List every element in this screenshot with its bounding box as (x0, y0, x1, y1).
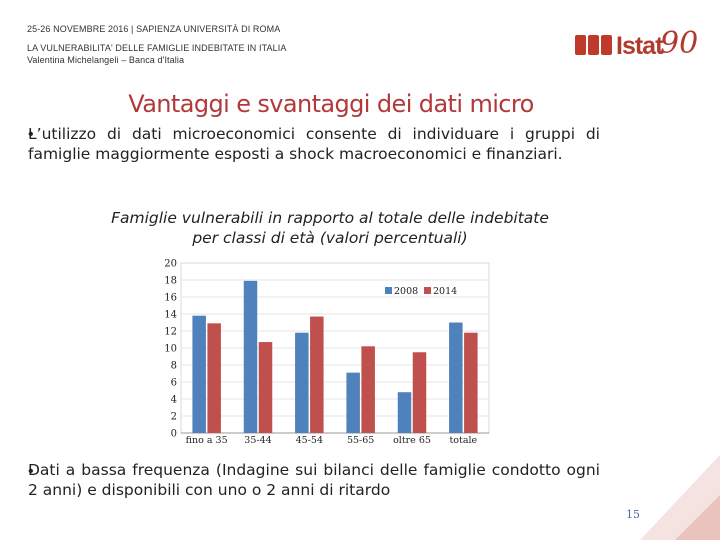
y-tick-label: 10 (164, 344, 177, 355)
x-tick-label: fino a 35 (186, 435, 228, 446)
istat-logo-number: 90 (660, 26, 699, 61)
bullet-dot-icon: • (28, 463, 34, 480)
header-author: Valentina Michelangeli – Banca d'Italia (27, 55, 185, 65)
bar-2014 (258, 342, 273, 433)
bar-2014 (412, 352, 427, 433)
bar-2014 (464, 332, 478, 433)
y-tick-label: 12 (164, 327, 177, 338)
y-tick-label: 6 (171, 378, 177, 389)
x-tick-label: 45-54 (296, 435, 323, 446)
legend-label-2014: 2014 (433, 286, 457, 297)
legend-label-2008: 2008 (394, 286, 418, 297)
x-tick-label: oltre 65 (393, 435, 431, 446)
x-tick-label: 55-65 (347, 435, 374, 446)
istat-logo-square-icon (601, 35, 612, 55)
legend-swatch-2008 (385, 287, 392, 294)
y-tick-label: 2 (171, 412, 177, 423)
legend-swatch-2014 (424, 287, 431, 294)
bar-2008 (192, 315, 206, 433)
istat-logo-word: Istat (616, 32, 663, 60)
y-tick-label: 16 (164, 293, 177, 304)
bar-2008 (449, 322, 463, 433)
page-number: 15 (626, 508, 640, 521)
istat-logo-square-icon (575, 35, 586, 55)
slide-title: Vantaggi e svantaggi dei dati micro (128, 90, 534, 118)
bar-2014 (207, 323, 221, 433)
x-tick-label: 35-44 (244, 435, 271, 446)
chart-title-line2: per classi di età (valori percentuali) (192, 229, 468, 247)
bar-2008 (243, 280, 258, 433)
y-tick-label: 4 (171, 395, 177, 406)
header-talk-title: LA VULNERABILITA' DELLE FAMIGLIE INDEBIT… (27, 43, 287, 53)
bar-2008 (346, 372, 360, 433)
bar-chart: 0 2 4 6 8 10 12 14 16 18 20 fino a 35 35-44 45-54 55-6… (150, 255, 490, 447)
x-tick-label: totale (449, 435, 477, 446)
istat-logo-square-icon (588, 35, 599, 55)
y-tick-label: 0 (171, 429, 177, 440)
bar-2014 (361, 346, 375, 433)
y-tick-label: 8 (171, 361, 177, 372)
istat-logo: Istat 90 (575, 26, 698, 66)
corner-decoration-shape (675, 495, 720, 540)
bar-2014 (310, 316, 324, 433)
header-event-line: 25-26 NOVEMBRE 2016 | SAPIENZA UNIVERSIT… (27, 24, 281, 34)
y-tick-label: 18 (164, 276, 177, 287)
bar-2008 (397, 392, 412, 433)
bar-chart-svg: 0 2 4 6 8 10 12 14 16 18 20 fino a 35 35-44 45-54 55-6… (164, 259, 490, 446)
chart-title-line1: Famiglie vulnerabili in rapporto al tota… (111, 209, 549, 227)
y-tick-label: 20 (164, 259, 177, 270)
corner-decoration (640, 455, 720, 540)
bullet-dot-icon: • (28, 126, 34, 143)
bullet-text-frequency: Dati a bassa frequenza (Indagine sui bil… (28, 461, 600, 499)
bullet-text-micro-data: L’utilizzo di dati microeconomici consen… (28, 125, 600, 163)
y-tick-label: 14 (164, 310, 177, 321)
bar-2008 (295, 332, 309, 433)
